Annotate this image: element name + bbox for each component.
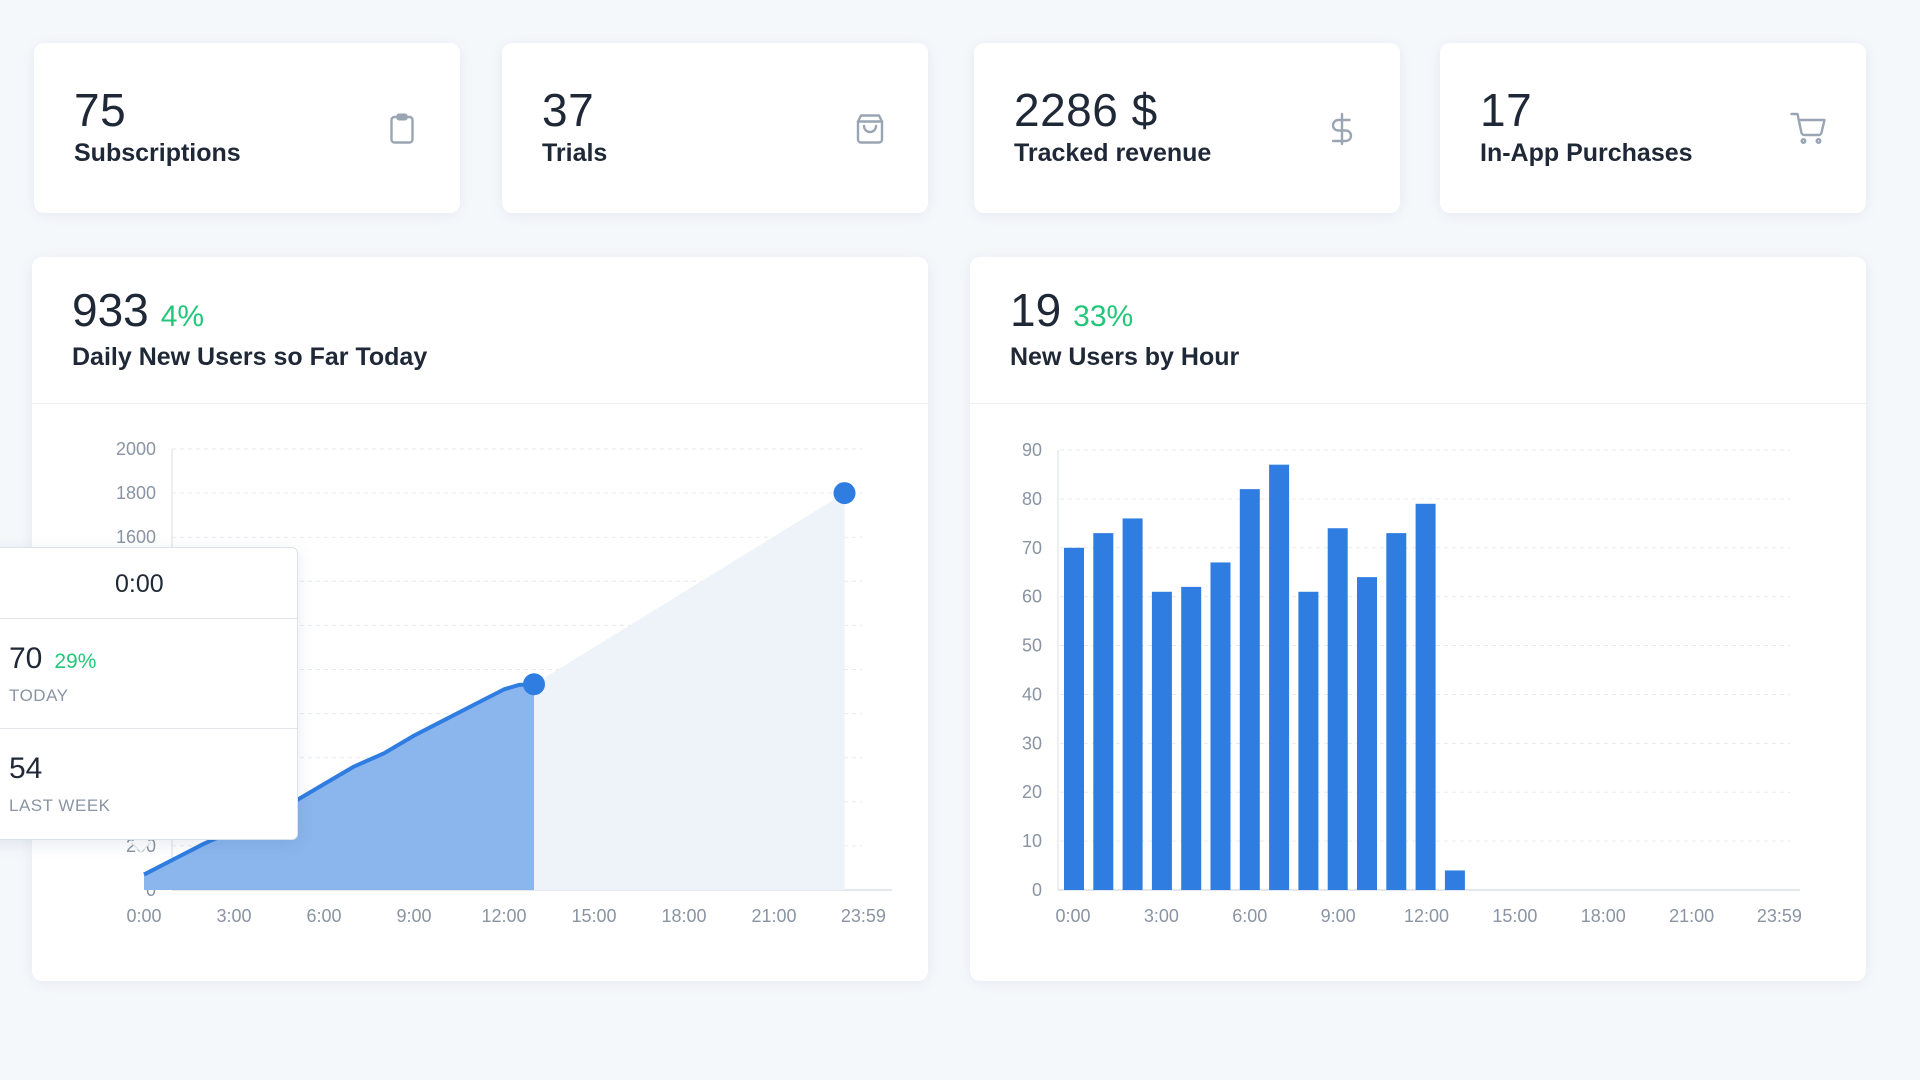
chart-header: 933 4% Daily New Users so Far Today (32, 257, 928, 404)
tooltip-today-count: 70 (9, 642, 43, 675)
dollar-icon (1331, 112, 1353, 146)
stat-value: 37 (542, 84, 595, 136)
hourly-users-change: 33% (1073, 300, 1134, 333)
x-tick-label: 9:00 (1321, 906, 1356, 926)
x-tick-label: 21:00 (1669, 906, 1714, 926)
x-tick-label: 0:00 (126, 906, 161, 926)
daily-users-value: 933 4% (72, 283, 204, 337)
stat-card-revenue[interactable]: 2286 $ Tracked revenue (974, 43, 1400, 213)
x-tick-label: 12:00 (1404, 906, 1449, 926)
clipboard-icon (390, 113, 414, 144)
y-tick-label: 40 (1022, 684, 1042, 704)
stat-card-subscriptions[interactable]: 75 Subscriptions (34, 43, 460, 213)
y-tick-label: 1800 (116, 483, 156, 503)
shopping-cart-icon (1790, 112, 1826, 144)
chart-tooltip: 0:00 70 29% TODAY 54 LAST WEEK (0, 547, 298, 840)
y-tick-label: 20 (1022, 782, 1042, 802)
y-tick-label: 10 (1022, 831, 1042, 851)
y-tick-label: 70 (1022, 538, 1042, 558)
y-tick-label: 80 (1022, 489, 1042, 509)
stat-label: Trials (542, 139, 608, 167)
bar (1327, 528, 1348, 890)
bar (1122, 518, 1143, 890)
x-tick-label: 3:00 (216, 906, 251, 926)
stat-card-in-app-purchases[interactable]: 17 In-App Purchases (1440, 43, 1866, 213)
chart-header: 19 33% New Users by Hour (970, 257, 1866, 404)
bar (1151, 591, 1172, 890)
y-tick-label: 2000 (116, 439, 156, 459)
x-tick-label: 6:00 (1232, 906, 1267, 926)
hourly-users-bar-chart[interactable]: 0 10 20 30 40 50 60 70 80 90 0:00 3:00 6:00 9:00 12:00… (970, 404, 1866, 981)
tooltip-divider (0, 618, 297, 619)
y-tick-label: 90 (1022, 440, 1042, 460)
y-tick-label: 50 (1022, 636, 1042, 656)
bar (1064, 547, 1084, 890)
hourly-new-users-card: 19 33% New Users by Hour 0 10 20 30 40 50 60 70 8… (970, 257, 1866, 981)
x-tick-label: 0:00 (1055, 906, 1090, 926)
y-tick-label: 60 (1022, 587, 1042, 607)
tooltip-last-week-value: 54 (9, 752, 43, 785)
bar (1269, 464, 1290, 890)
stat-value: 17 (1480, 84, 1533, 136)
stat-label: Subscriptions (74, 139, 241, 167)
hourly-users-title: New Users by Hour (1010, 343, 1240, 371)
bar (1415, 503, 1436, 890)
y-tick-label: 1600 (116, 527, 156, 547)
x-tick-label: 3:00 (1144, 906, 1179, 926)
bar (1181, 586, 1202, 890)
bar (1357, 577, 1377, 890)
bar (1298, 591, 1319, 890)
projection-area (534, 493, 845, 890)
tooltip-today-change: 29% (54, 650, 97, 673)
tooltip-last-week-label: LAST WEEK (9, 796, 111, 815)
data-point-marker (523, 673, 545, 696)
x-tick-label: 15:00 (571, 906, 616, 926)
bar (1093, 533, 1114, 890)
x-tick-label: 18:00 (661, 906, 706, 926)
x-tick-label: 9:00 (396, 906, 431, 926)
x-tick-label: 23:59 (841, 906, 886, 926)
tooltip-today-value: 70 29% (9, 642, 96, 676)
stat-label: Tracked revenue (1014, 139, 1212, 167)
shopping-bag-icon (856, 114, 884, 144)
x-tick-label: 12:00 (481, 906, 526, 926)
bar (1386, 533, 1407, 890)
x-tick-label: 21:00 (751, 906, 796, 926)
x-tick-label: 6:00 (306, 906, 341, 926)
x-tick-label: 18:00 (1581, 906, 1626, 926)
daily-users-count: 933 (72, 284, 149, 336)
daily-users-title: Daily New Users so Far Today (72, 343, 428, 371)
x-tick-label: 23:59 (1757, 906, 1802, 926)
hourly-users-value: 19 33% (1010, 283, 1133, 337)
stat-value: 75 (74, 84, 127, 136)
y-tick-label: 0 (1032, 880, 1042, 900)
stat-card-trials[interactable]: 37 Trials (502, 43, 928, 213)
stat-value: 2286 $ (1014, 84, 1158, 136)
tooltip-time: 0:00 (115, 570, 164, 598)
stat-label: In-App Purchases (1480, 139, 1693, 167)
x-tick-label: 15:00 (1492, 906, 1537, 926)
tooltip-divider (0, 728, 297, 729)
bar (1444, 870, 1465, 890)
tooltip-today-label: TODAY (9, 686, 69, 705)
hourly-users-count: 19 (1010, 284, 1062, 336)
data-point-marker (833, 482, 856, 505)
bar (1239, 489, 1260, 890)
y-tick-label: 30 (1022, 733, 1042, 753)
bar (1210, 562, 1231, 890)
daily-users-change: 4% (160, 300, 205, 333)
